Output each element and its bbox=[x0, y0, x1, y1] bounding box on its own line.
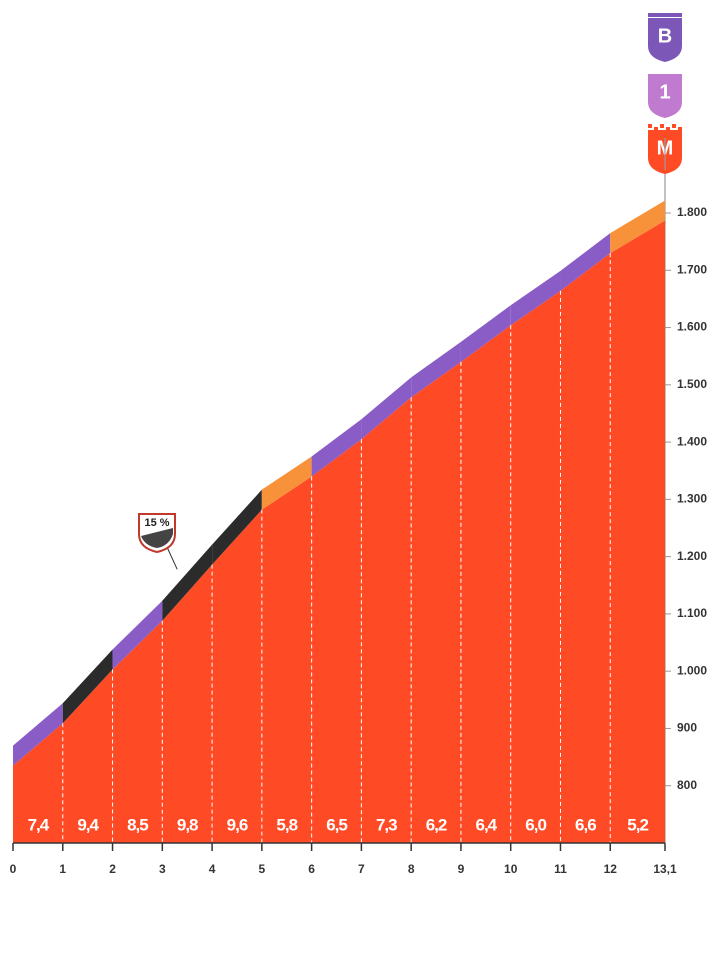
badge-label: B bbox=[658, 25, 672, 47]
gradient-label: 6,2 bbox=[426, 815, 447, 834]
x-tick-label: 5 bbox=[259, 862, 266, 876]
x-tick-label: 9 bbox=[458, 862, 465, 876]
badge-label: 1 bbox=[659, 81, 670, 103]
gradient-label: 9,4 bbox=[77, 815, 99, 834]
x-tick-label: 7 bbox=[358, 862, 365, 876]
x-tick-label: 3 bbox=[159, 862, 166, 876]
gradient-label: 8,5 bbox=[127, 815, 148, 834]
gradient-label: 5,2 bbox=[627, 815, 648, 834]
gradient-band bbox=[411, 341, 461, 398]
gradient-label: 6,4 bbox=[476, 815, 498, 834]
gradient-band bbox=[610, 200, 665, 254]
badge-check bbox=[648, 124, 652, 128]
badge-check bbox=[660, 124, 664, 128]
gradient-band bbox=[62, 649, 113, 724]
gradient-label: 9,6 bbox=[227, 815, 248, 834]
gradient-label: 6,5 bbox=[326, 815, 347, 834]
y-tick-label: 900 bbox=[677, 721, 697, 735]
gradient-label: 5,8 bbox=[276, 815, 297, 834]
x-tick-label: 10 bbox=[504, 862, 518, 876]
annotation-text: 15 % bbox=[144, 517, 169, 529]
gradient-band bbox=[212, 489, 262, 565]
badge-shape bbox=[648, 74, 682, 118]
y-tick-label: 800 bbox=[677, 778, 697, 792]
y-tick-label: 1.600 bbox=[677, 320, 707, 334]
badge-top bbox=[648, 13, 682, 17]
gradient-label: 9,8 bbox=[177, 815, 198, 834]
y-tick-label: 1.200 bbox=[677, 549, 707, 563]
y-tick-label: 1.700 bbox=[677, 262, 707, 276]
annotation-leader bbox=[166, 546, 178, 570]
gradient-band bbox=[560, 233, 611, 291]
gradient-band bbox=[460, 305, 511, 362]
gradient-band bbox=[311, 419, 362, 477]
gradient-band bbox=[13, 703, 63, 766]
x-tick-label: 2 bbox=[109, 862, 116, 876]
y-tick-label: 1.500 bbox=[677, 377, 707, 391]
gradient-label: 7,3 bbox=[376, 815, 397, 834]
badge-shape bbox=[648, 18, 682, 62]
x-tick-label: 6 bbox=[308, 862, 315, 876]
x-tick-label: 8 bbox=[408, 862, 415, 876]
gradient-band bbox=[361, 377, 412, 440]
y-tick-label: 1.400 bbox=[677, 434, 707, 448]
gradient-label: 6,0 bbox=[525, 815, 546, 834]
x-tick-label: 4 bbox=[209, 862, 216, 876]
gradient-band bbox=[510, 270, 561, 326]
profile-area bbox=[13, 220, 665, 844]
y-tick-label: 1.800 bbox=[677, 205, 707, 219]
y-tick-label: 1.000 bbox=[677, 663, 707, 677]
badge-check bbox=[672, 124, 676, 128]
y-tick-label: 1.300 bbox=[677, 492, 707, 506]
gradient-label: 7,4 bbox=[28, 815, 50, 834]
y-tick-label: 1.100 bbox=[677, 606, 707, 620]
gradient-label: 6,6 bbox=[575, 815, 596, 834]
badge-check bbox=[678, 127, 682, 131]
x-tick-label: 12 bbox=[604, 862, 618, 876]
x-tick-label: 11 bbox=[554, 862, 567, 876]
badge-check bbox=[666, 127, 670, 131]
gradient-band bbox=[162, 544, 213, 621]
gradient-band bbox=[261, 456, 312, 510]
gradient-band bbox=[112, 600, 163, 670]
x-tick-label: 13,1 bbox=[653, 862, 677, 876]
x-tick-label: 0 bbox=[10, 862, 17, 876]
badge-check bbox=[654, 127, 658, 131]
annotation-slope bbox=[141, 528, 173, 548]
x-tick-label: 1 bbox=[59, 862, 66, 876]
